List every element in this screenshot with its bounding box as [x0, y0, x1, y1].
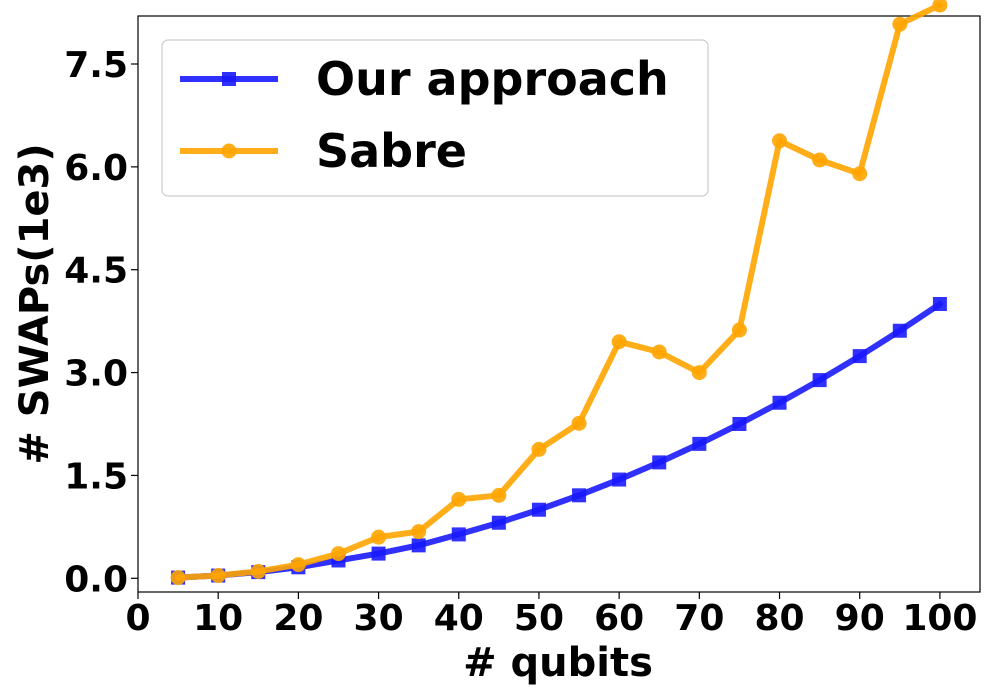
data-point-our-approach — [692, 436, 707, 451]
x-tick-label: 20 — [273, 598, 323, 639]
data-point-sabre — [571, 415, 587, 431]
data-point-sabre — [250, 563, 266, 579]
data-point-our-approach — [451, 527, 466, 542]
data-point-sabre — [611, 334, 627, 350]
data-point-sabre — [691, 365, 707, 381]
data-point-sabre — [170, 570, 186, 586]
data-point-our-approach — [772, 395, 787, 410]
legend: Our approach Sabre — [161, 39, 709, 197]
data-point-our-approach — [812, 373, 827, 388]
data-point-sabre — [731, 322, 747, 338]
legend-item-sabre: Sabre — [180, 124, 467, 178]
x-tick-label: 40 — [434, 598, 484, 639]
x-tick-label: 90 — [835, 598, 885, 639]
data-point-sabre — [892, 16, 908, 32]
data-point-our-approach — [531, 502, 546, 517]
plot-area: 0 10 20 30 40 50 60 70 80 90 100 0.0 1.5 3.0 4.5 6.0 7.5 — [64, 0, 981, 639]
y-tick-label: 0.0 — [64, 559, 128, 600]
legend-marker-our-approach — [222, 72, 236, 86]
data-point-sabre — [210, 568, 226, 584]
legend-box — [161, 39, 709, 197]
x-tick-label: 60 — [594, 598, 644, 639]
data-point-sabre — [330, 546, 346, 562]
data-point-sabre — [371, 529, 387, 545]
data-point-our-approach — [652, 455, 667, 470]
data-point-sabre — [932, 0, 948, 13]
x-tick-label: 70 — [674, 598, 724, 639]
data-point-our-approach — [411, 538, 426, 553]
data-point-sabre — [491, 487, 507, 503]
x-tick-label: 10 — [193, 598, 243, 639]
data-point-our-approach — [932, 297, 947, 311]
x-tick-label: 100 — [902, 598, 977, 639]
y-axis-title: # SWAPs(1e3) — [12, 143, 58, 464]
y-tick-label: 3.0 — [64, 354, 128, 395]
x-tick-label: 30 — [354, 598, 404, 639]
data-point-our-approach — [852, 349, 867, 364]
data-point-sabre — [852, 166, 868, 182]
legend-label-sabre: Sabre — [316, 124, 467, 178]
data-point-sabre — [651, 344, 667, 360]
data-point-our-approach — [732, 417, 747, 431]
data-point-sabre — [772, 133, 788, 149]
x-axis-title: # qubits — [463, 640, 653, 686]
plot-frame — [137, 15, 981, 593]
x-tick-label: 50 — [514, 598, 564, 639]
legend-marker-sabre — [221, 143, 237, 159]
y-tick-label: 7.5 — [64, 45, 128, 86]
data-point-sabre — [451, 491, 467, 507]
data-point-our-approach — [491, 515, 506, 530]
data-point-our-approach — [892, 323, 907, 338]
y-tick-label: 4.5 — [64, 251, 128, 292]
x-tick-label: 80 — [754, 598, 804, 639]
x-tick-label: 0 — [125, 598, 150, 639]
series-sabre — [170, 0, 948, 586]
data-point-sabre — [531, 441, 547, 457]
data-point-our-approach — [612, 472, 627, 487]
legend-label-our-approach: Our approach — [316, 52, 669, 106]
data-point-sabre — [411, 524, 427, 540]
data-point-our-approach — [371, 546, 386, 561]
y-tick-label: 1.5 — [64, 456, 128, 497]
y-tick-label: 6.0 — [64, 148, 128, 189]
legend-item-our-approach: Our approach — [180, 52, 669, 106]
data-point-our-approach — [572, 488, 587, 503]
data-point-sabre — [290, 557, 306, 573]
data-point-sabre — [812, 152, 828, 168]
